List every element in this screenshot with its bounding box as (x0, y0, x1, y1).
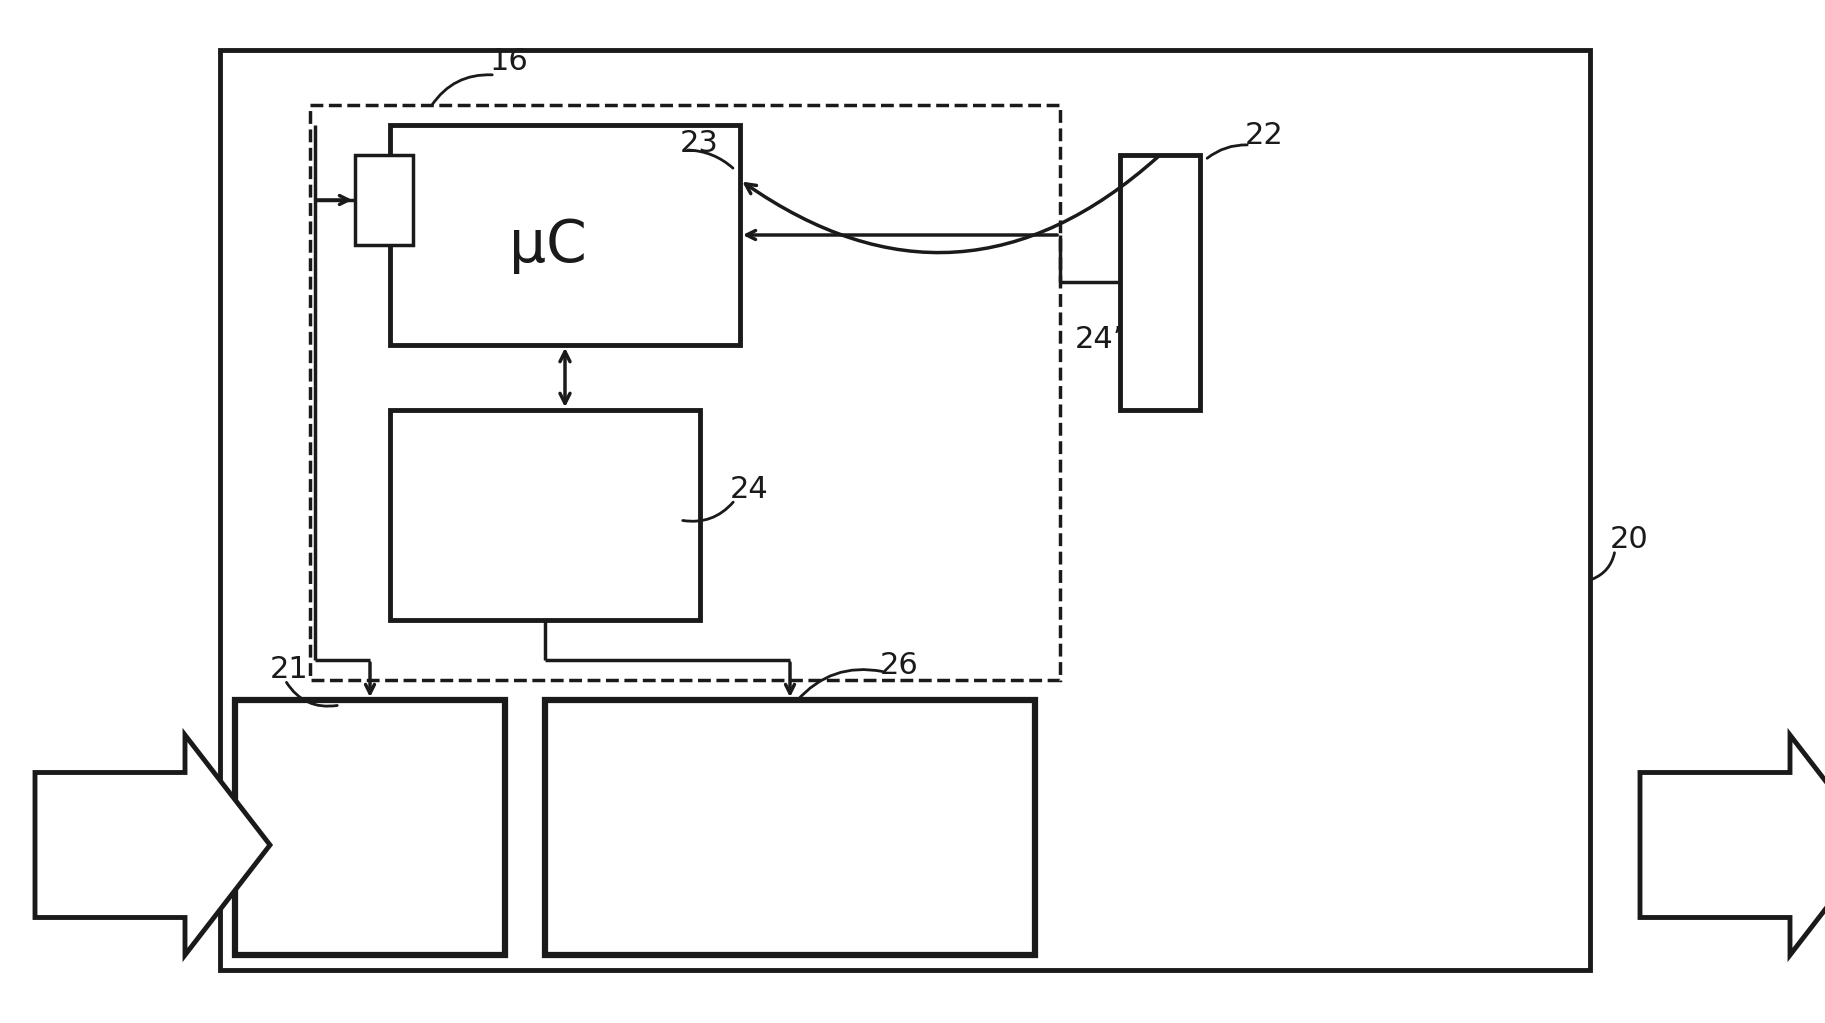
Bar (391, 125, 739, 345)
Text: 23: 23 (681, 129, 719, 158)
Text: 20: 20 (1610, 526, 1648, 554)
Text: 24: 24 (730, 476, 768, 504)
Polygon shape (35, 735, 270, 955)
Text: 24’: 24’ (1075, 325, 1124, 355)
Polygon shape (1641, 735, 1825, 955)
Bar (1121, 155, 1201, 410)
Bar (235, 700, 506, 955)
Text: 21: 21 (270, 656, 308, 684)
Bar (310, 105, 1060, 680)
Bar (391, 410, 701, 620)
Bar (546, 700, 1035, 955)
Bar (356, 155, 412, 244)
Text: 26: 26 (880, 651, 918, 679)
Text: μC: μC (509, 218, 586, 274)
Text: 22: 22 (1245, 121, 1283, 149)
Bar (221, 50, 1590, 970)
Text: 16: 16 (489, 47, 529, 77)
